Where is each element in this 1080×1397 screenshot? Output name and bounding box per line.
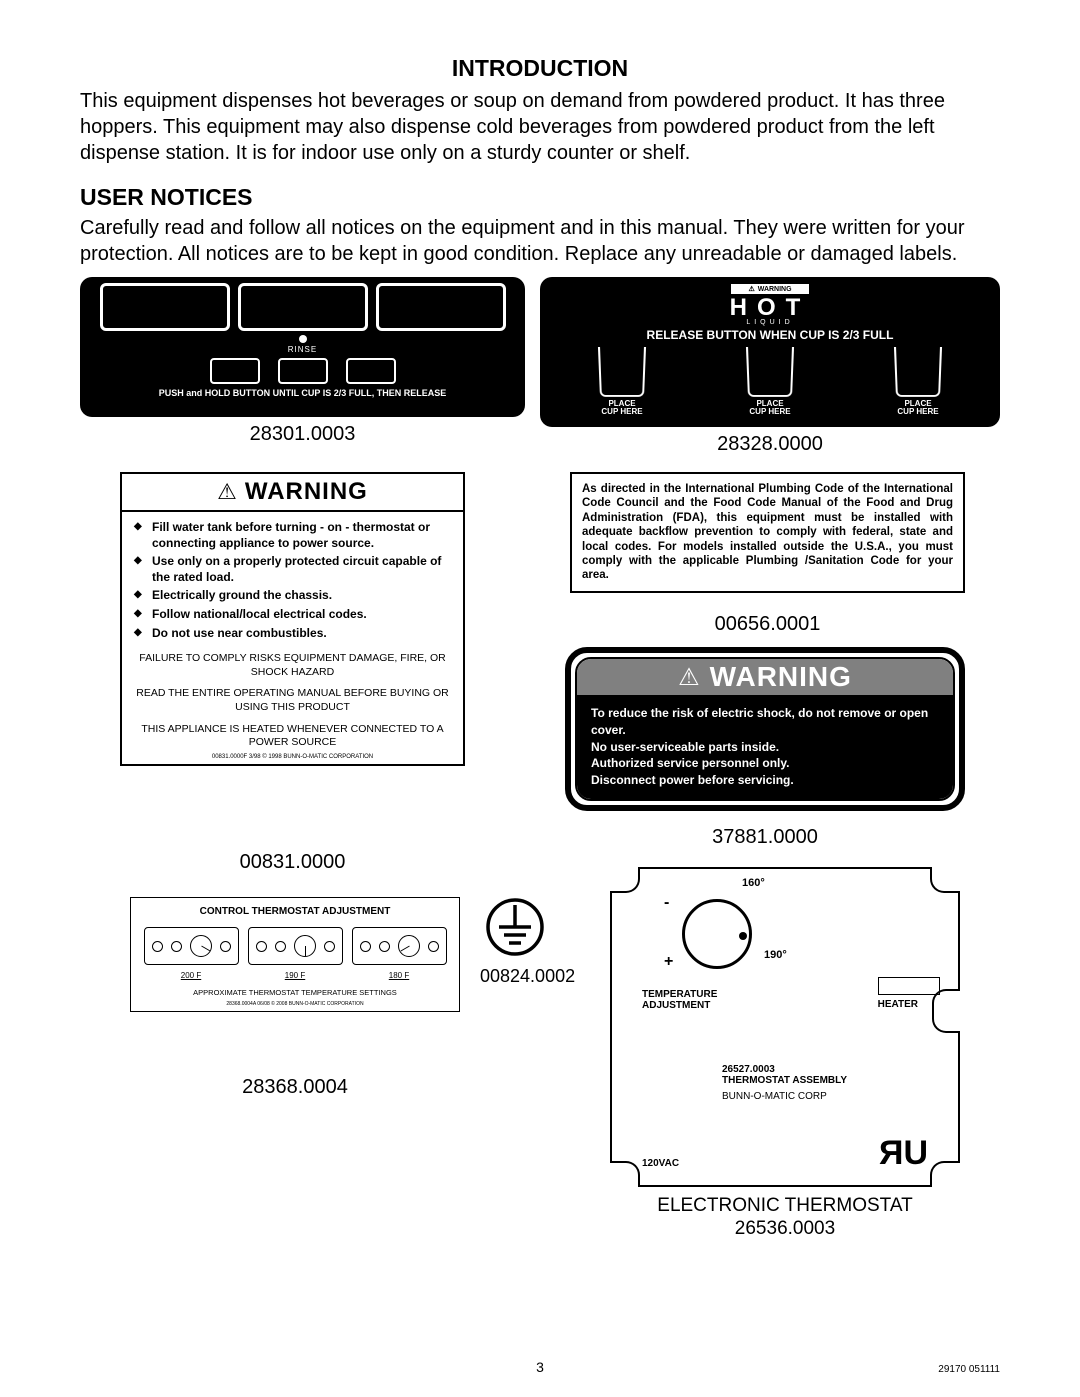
dial-icon [190,935,212,957]
fine-print: 00831.0000F 3/98 © 1998 BUNN-O-MATIC COR… [122,754,463,764]
labels-area: RINSE PUSH and HOLD BUTTON UNTIL CUP IS … [80,277,1000,1297]
cup-here-label: CUP HERE [897,407,938,416]
read-manual-text: READ THE ENTIRE OPERATING MANUAL BEFORE … [122,683,463,718]
warning-header: ⚠ WARNING [577,659,953,695]
hot-text: HOT [548,297,992,319]
approx-settings: APPROXIMATE THERMOSTAT TEMPERATURE SETTI… [139,988,451,997]
display-window [238,283,368,331]
label-panel-00831: ⚠ WARNING Fill water tank before turning… [120,472,465,766]
label-panel-28301: RINSE PUSH and HOLD BUTTON UNTIL CUP IS … [80,277,525,417]
warning-line: No user-serviceable parts inside. [591,739,939,756]
temp-label: 200 F [144,971,239,980]
assembly-number: 26527.0003 THERMOSTAT ASSEMBLY [722,1064,847,1086]
dial-column: 180 F [352,927,447,980]
dial-box [352,927,447,965]
display-window [100,283,230,331]
dial-column: 200 F [144,927,239,980]
temp-label: 190 F [248,971,343,980]
dispense-button-icon [346,358,396,384]
bullet-item: Do not use near combustibles. [134,626,451,642]
bullet-item: Follow national/local electrical codes. [134,607,451,623]
intro-title: INTRODUCTION [80,55,1000,82]
cup-icon [894,347,942,397]
voltage-label: 120VAC [642,1158,679,1169]
part-number: 37881.0000 [565,826,965,849]
cup-here-label: CUP HERE [601,407,642,416]
warning-text: WARNING [245,478,368,506]
cup-slot: PLACECUP HERE [895,348,941,418]
failure-text: FAILURE TO COMPLY RISKS EQUIPMENT DAMAGE… [122,648,463,683]
temp-label: 180 F [352,971,447,980]
part-number: 00831.0000 [120,851,465,874]
bullet-item: Fill water tank before turning - on - th… [134,520,451,551]
heated-text: THIS APPLIANCE IS HEATED WHENEVER CONNEC… [122,719,463,754]
place-label: PLACE [904,399,931,408]
label-panel-00656: As directed in the International Plumbin… [570,472,965,593]
warning-text: WARNING [758,286,792,293]
electronic-thermostat-label: - + 160° 190° TEMPERATURE ADJUSTMENT HEA… [610,867,960,1187]
fine-print: 28368.0004A 06/08 © 2008 BUNN-O-MATIC CO… [139,1001,451,1007]
warning-bullets: Fill water tank before turning - on - th… [122,512,463,648]
temperature-adjustment-label: TEMPERATURE ADJUSTMENT [642,989,717,1011]
cup-here-label: CUP HERE [749,407,790,416]
place-label: PLACE [608,399,635,408]
intro-body: This equipment dispenses hot beverages o… [80,88,1000,166]
dispense-button-icon [210,358,260,384]
heater-label: HEATER [878,999,918,1010]
warning-triangle-icon: ⚠ [678,663,700,692]
heater-box-icon [878,977,940,995]
part-number: 00656.0001 [570,613,965,636]
cup-icon [746,347,794,397]
dispense-button-icon [278,358,328,384]
electronic-thermostat-caption: ELECTRONIC THERMOSTAT 26536.0003 [610,1195,960,1241]
release-instruction: RELEASE BUTTON WHEN CUP IS 2/3 FULL [548,328,992,342]
user-notices-title: USER NOTICES [80,184,1000,211]
instruction-text: PUSH and HOLD BUTTON UNTIL CUP IS 2/3 FU… [88,388,517,398]
indicator-dot [299,335,307,343]
corp-label: BUNN-O-MATIC CORP [722,1091,827,1102]
warning-header: ⚠ WARNING [122,474,463,512]
minus-icon: - [664,894,669,912]
warning-triangle-icon: ⚠ [217,479,237,505]
part-number: 00824.0002 [480,966,550,987]
plus-icon: + [664,953,673,971]
place-label: PLACE [756,399,783,408]
warning-line: Disconnect power before servicing. [591,772,939,789]
thermostat-adj-title: CONTROL THERMOSTAT ADJUSTMENT [139,906,451,917]
temperature-dial-icon [682,899,752,969]
ground-symbol: 00824.0002 [480,897,550,987]
part-number: 28328.0000 [540,433,1000,456]
bullet-item: Use only on a properly protected circuit… [134,554,451,585]
user-notices-body: Carefully read and follow all notices on… [80,215,1000,267]
label-panel-28368: CONTROL THERMOSTAT ADJUSTMENT 200 F 190 … [130,897,460,1012]
dial-column: 190 F [248,927,343,980]
ground-icon [485,897,545,957]
dial-icon [294,935,316,957]
temp-160: 160° [742,877,765,889]
cup-icon [598,347,646,397]
dial-box [144,927,239,965]
display-window [376,283,506,331]
dial-box [248,927,343,965]
document-id: 29170 051111 [938,1364,1000,1375]
dial-icon [398,935,420,957]
part-number: 28368.0004 [130,1076,460,1099]
label-panel-28328: ⚠ WARNING HOT LIQUID RELEASE BUTTON WHEN… [540,277,1000,427]
cup-slot: PLACECUP HERE [599,348,645,418]
rinse-label: RINSE [88,345,517,354]
bullet-item: Electrically ground the chassis. [134,588,451,604]
warning-line: To reduce the risk of electric shock, do… [591,705,939,739]
warning-text: WARNING [710,661,852,693]
plumbing-notice: As directed in the International Plumbin… [582,482,953,583]
label-panel-37881: ⚠ WARNING To reduce the risk of electric… [565,647,965,811]
temp-190: 190° [764,949,787,961]
warning-triangle-icon: ⚠ [748,285,754,293]
page-number: 3 [536,1359,544,1375]
ru-mark-icon: ЯU [879,1134,928,1173]
cup-slot: PLACECUP HERE [747,348,793,418]
warning-line: Authorized service personnel only. [591,755,939,772]
part-number: 28301.0003 [80,423,525,446]
liquid-text: LIQUID [548,319,992,326]
